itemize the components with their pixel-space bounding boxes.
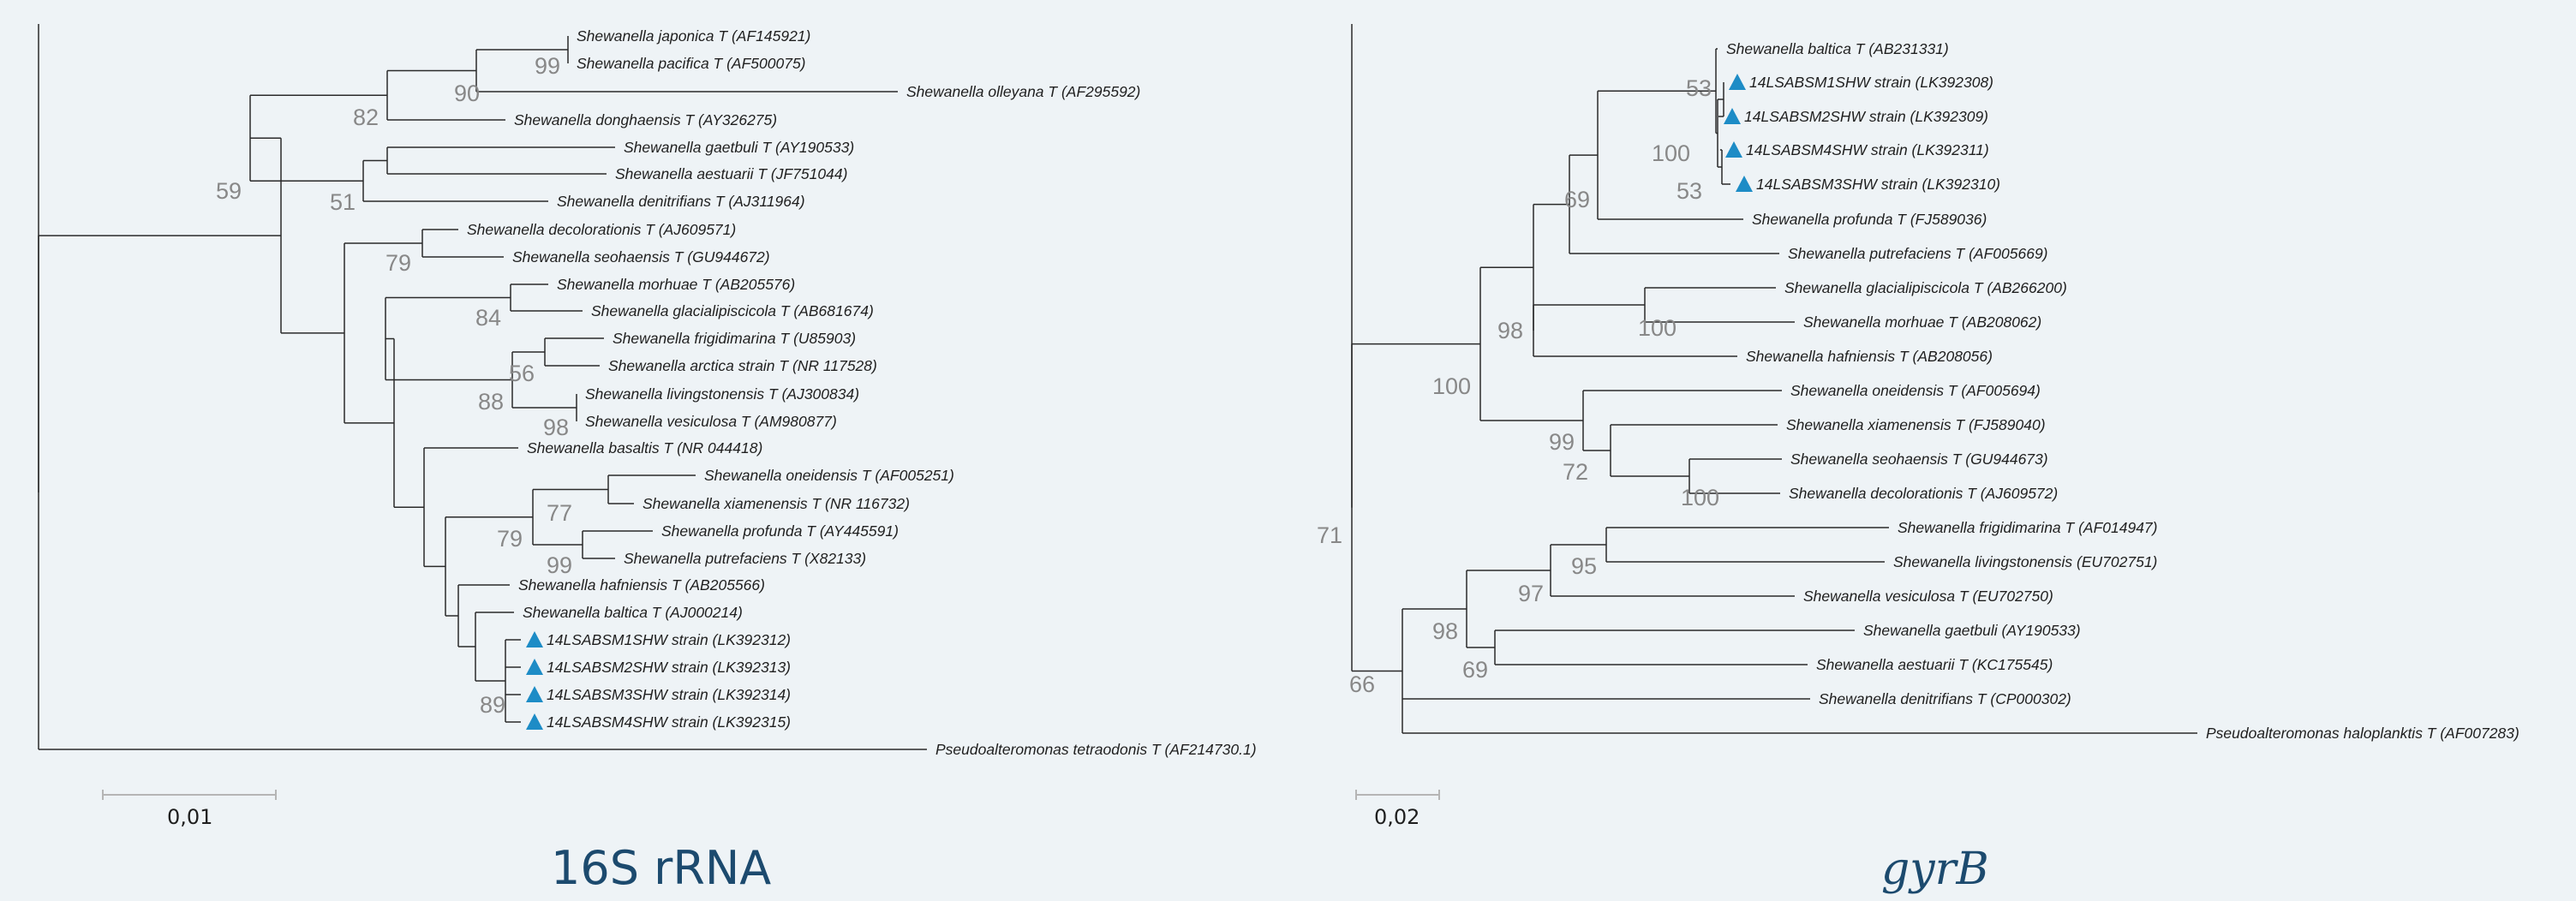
tree-gyrb-bootstrap-value: 97: [1518, 581, 1544, 606]
tree-16s-bootstrap-value: 82: [353, 104, 379, 130]
scale-label-16s: 0,01: [167, 805, 212, 829]
tree-16s-leaf-label: Shewanella xiamenensis T (NR 116732): [643, 495, 910, 512]
tree-gyrb-leaf-label: Shewanella vesiculosa T (EU702750): [1803, 588, 2053, 605]
tree-gyrb-leaf-label: Shewanella glacialipiscicola T (AB266200…: [1784, 279, 2067, 296]
tree-16s-bootstrap-value: 79: [386, 250, 411, 276]
tree-16s-leaf-label: Shewanella pacifica T (AF500075): [577, 55, 806, 72]
tree-16s-leaf-label: Shewanella gaetbuli T (AY190533): [624, 139, 854, 156]
tree-gyrb-bootstrap-value: 100: [1681, 485, 1719, 510]
tree-16s-leaf-label: Shewanella donghaensis T (AY326275): [514, 111, 777, 128]
tree-gyrb-bootstrap-value: 53: [1686, 75, 1712, 101]
tree-gyrb-leaf-label: 14LSABSM2SHW strain (LK392309): [1744, 108, 1988, 125]
tree-gyrb-leaf-label: Shewanella frigidimarina T (AF014947): [1898, 519, 2157, 536]
scale-label-gyrb: 0,02: [1374, 805, 1419, 829]
tree-16s-bootstrap-value: 90: [454, 81, 480, 106]
tree-16s-bootstrap-value: 88: [478, 389, 504, 415]
tree-gyrb-bootstrap-value: 72: [1563, 459, 1588, 485]
tree-gyrb-leaf-label: Shewanella seohaensis T (GU944673): [1790, 450, 2048, 468]
tree-16s-leaf-label: Shewanella livingstonensis T (AJ300834): [585, 385, 859, 403]
tree-gyrb: Shewanella baltica T (AB231331) 14LSABSM1…: [1317, 24, 2519, 742]
tree-16s-bootstrap-value: 51: [330, 189, 356, 215]
tree-title-16s: 16S rRNA: [551, 841, 771, 895]
tree-gyrb-leaf-label: Shewanella oneidensis T (AF005694): [1790, 382, 2041, 399]
tree-16s-leaf-label: Shewanella glacialipiscicola T (AB681674…: [591, 302, 874, 319]
tree-gyrb-bootstrap-value: 69: [1462, 657, 1488, 683]
tree-gyrb-leaf-label: 14LSABSM4SHW strain (LK392311): [1746, 141, 1989, 158]
tree-16s-leaf-label: Shewanella japonica T (AF145921): [577, 27, 810, 45]
tree-16s-leaf-label: Shewanella morhuae T (AB205576): [557, 276, 795, 293]
tree-gyrb-leaf-label: Shewanella decolorationis T (AJ609572): [1789, 485, 2058, 502]
tree-16s-leaf-label: Shewanella seohaensis T (GU944672): [512, 248, 770, 266]
tree-gyrb-leaf-label: Shewanella denitrifians T (CP000302): [1819, 690, 2071, 707]
tree-gyrb-bootstrap-value: 71: [1317, 522, 1342, 548]
tree-16s-bootstrap-value: 84: [475, 305, 501, 331]
tree-16s-strain-marker-triangle-icon: [526, 659, 543, 675]
tree-gyrb-bootstrap-value: 100: [1652, 140, 1690, 166]
tree-gyrb-bootstrap-value: 100: [1432, 373, 1471, 399]
tree-16s-leaf-label: Shewanella olleyana T (AF295592): [906, 83, 1140, 100]
tree-16s-strain-marker-triangle-icon: [526, 713, 543, 730]
tree-gyrb-leaf-label: Pseudoalteromonas haloplanktis T (AF0072…: [2206, 725, 2519, 742]
tree-16s-leaf-label: 14LSABSM2SHW strain (LK392313): [547, 659, 791, 676]
tree-16s-leaf-label: 14LSABSM3SHW strain (LK392314): [547, 686, 791, 703]
tree-gyrb-leaf-label: Shewanella livingstonensis (EU702751): [1893, 553, 2157, 570]
tree-16s-leaf-label: Shewanella denitrifians T (AJ311964): [557, 193, 805, 210]
tree-16s-leaf-label: Shewanella frigidimarina T (U85903): [613, 330, 856, 347]
tree-gyrb-strain-marker-triangle-icon: [1729, 74, 1746, 90]
tree-gyrb-leaf-label: Shewanella morhuae T (AB208062): [1803, 313, 2041, 331]
tree-gyrb-bootstrap-value: 66: [1349, 671, 1375, 697]
tree-title-gyrb: gyrB: [1881, 844, 1989, 895]
tree-gyrb-bootstrap-value: 69: [1564, 187, 1590, 212]
tree-16s-bootstrap-value: 99: [547, 552, 572, 578]
tree-gyrb-leaf-label: 14LSABSM1SHW strain (LK392308): [1749, 74, 1993, 91]
tree-16s-leaf-label: Shewanella vesiculosa T (AM980877): [585, 413, 837, 430]
tree-16s-leaf-label: Shewanella profunda T (AY445591): [661, 522, 899, 540]
tree-gyrb-bootstrap-value: 95: [1571, 553, 1597, 579]
tree-gyrb-bootstrap-value: 53: [1676, 178, 1702, 204]
tree-16s-bootstrap-value: 99: [535, 53, 560, 79]
tree-16s-leaf-label: Shewanella oneidensis T (AF005251): [704, 467, 954, 484]
tree-16s-leaf-label: Shewanella arctica strain T (NR 117528): [608, 357, 877, 374]
tree-gyrb-leaf-label: Shewanella hafniensis T (AB208056): [1746, 348, 1993, 365]
tree-gyrb-strain-marker-triangle-icon: [1725, 141, 1742, 158]
tree-16s-bootstrap-value: 98: [543, 415, 569, 440]
tree-16s-leaf-label: 14LSABSM4SHW strain (LK392315): [547, 713, 791, 731]
tree-16s-bootstrap-value: 77: [547, 500, 572, 526]
tree-gyrb-leaf-label: Shewanella gaetbuli (AY190533): [1863, 622, 2081, 639]
tree-gyrb-leaf-label: Shewanella profunda T (FJ589036): [1752, 211, 1987, 228]
tree-gyrb-bootstrap-value: 100: [1638, 315, 1676, 341]
tree-16s-bootstrap-value: 59: [216, 178, 242, 204]
tree-16s-strain-marker-triangle-icon: [526, 686, 543, 702]
tree-gyrb-strain-marker-triangle-icon: [1736, 176, 1753, 192]
tree-gyrb-leaf-label: Shewanella xiamenensis T (FJ589040): [1786, 416, 2046, 433]
tree-gyrb-bootstrap-value: 99: [1549, 429, 1575, 455]
tree-16s-leaf-label: Shewanella decolorationis T (AJ609571): [467, 221, 736, 238]
tree-16s-bootstrap-value: 89: [480, 692, 505, 718]
tree-16s-leaf-label: Shewanella basaltis T (NR 044418): [527, 439, 762, 456]
tree-gyrb-leaf-label: 14LSABSM3SHW strain (LK392310): [1756, 176, 2000, 193]
tree-16s-leaf-label: Shewanella hafniensis T (AB205566): [518, 576, 765, 594]
tree-16s-leaf-label: 14LSABSM1SHW strain (LK392312): [547, 631, 791, 648]
tree-gyrb-bootstrap-value: 98: [1497, 318, 1523, 343]
tree-16s-leaf-label: Pseudoalteromonas tetraodonis T (AF21473…: [935, 741, 1257, 758]
tree-16s-bootstrap-value: 56: [509, 361, 535, 386]
tree-16s-leaf-label: Shewanella baltica T (AJ000214): [523, 604, 743, 621]
tree-gyrb-leaf-label: Shewanella putrefaciens T (AF005669): [1788, 245, 2048, 262]
tree-gyrb-strain-marker-triangle-icon: [1724, 108, 1741, 124]
tree-16s-strain-marker-triangle-icon: [526, 631, 543, 647]
tree-gyrb-bootstrap-value: 98: [1432, 618, 1458, 644]
tree-16s-bootstrap-value: 79: [497, 526, 523, 552]
tree-gyrb-leaf-label: Shewanella baltica T (AB231331): [1726, 40, 1949, 57]
tree-16s-leaf-label: Shewanella aestuarii T (JF751044): [615, 165, 847, 182]
tree-16s-rrna: Shewanella japonica T (AF145921) Shewanel…: [38, 24, 1257, 758]
tree-gyrb-leaf-label: Shewanella aestuarii T (KC175545): [1816, 656, 2053, 673]
tree-16s-leaf-label: Shewanella putrefaciens T (X82133): [624, 550, 866, 567]
